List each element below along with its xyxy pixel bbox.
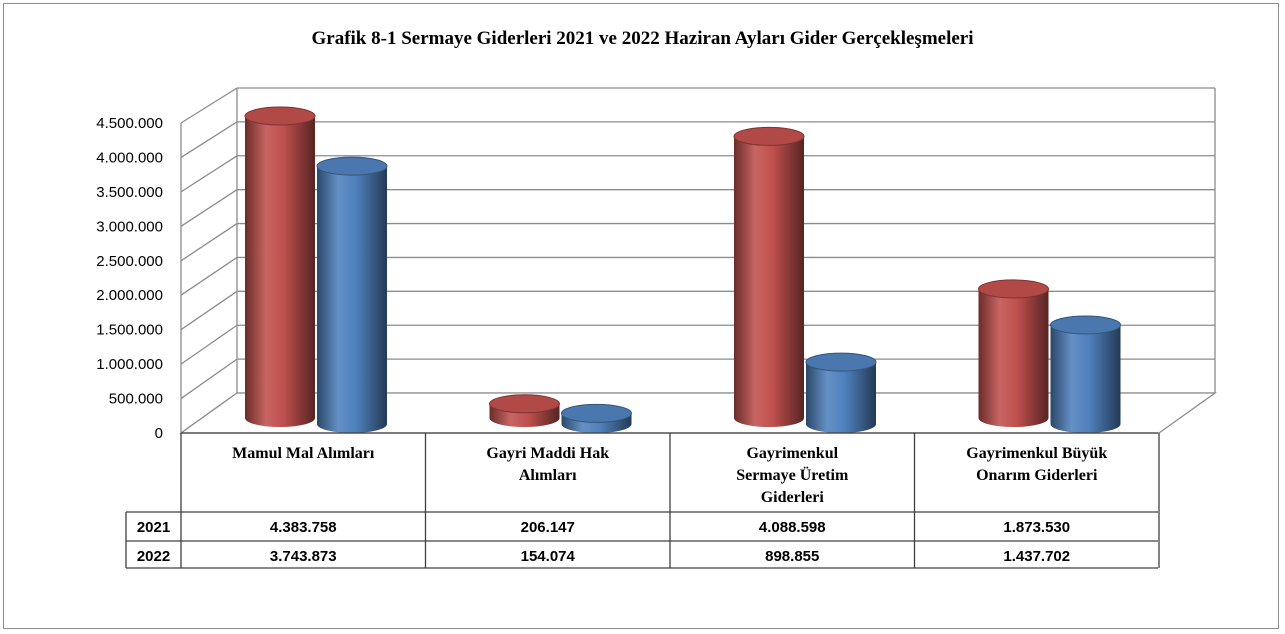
bar-2021: [978, 279, 1049, 428]
category-label: Alımları: [519, 467, 577, 484]
chart-frame: [3, 3, 1279, 629]
table-cell: 154.074: [521, 548, 576, 565]
table-cell: 206.147: [521, 519, 575, 536]
gridline-side: [180, 87, 238, 124]
gridline-side: [180, 358, 238, 400]
data-table: Mamul Mal Alımları Gayri Maddi Hak Alımlar…: [125, 432, 1160, 569]
bar-body: [806, 362, 876, 433]
gridline-side: [180, 223, 238, 262]
category-label: Gayrimenkul Büyük: [966, 445, 1107, 462]
gridline-side: [180, 155, 238, 193]
y-tick-label: 1.500.000: [96, 322, 163, 339]
bar-top: [244, 106, 316, 126]
category-label: Onarım Giderleri: [976, 467, 1098, 484]
grid: 0 500.000 1.000.000 1.500.000 2.000.000 2.500…: [96, 87, 1218, 442]
bar-top: [733, 126, 805, 146]
bar-body: [978, 288, 1049, 428]
bar-body: [245, 116, 315, 427]
bar-top: [489, 394, 560, 414]
bar-top: [561, 403, 632, 423]
y-tick-label: 1.000.000: [96, 356, 163, 373]
category-label: Giderleri: [761, 489, 825, 506]
table-cell: 1.437.702: [1003, 548, 1070, 565]
bar-2022: [1050, 315, 1121, 433]
y-tick-label: 3.000.000: [96, 218, 163, 235]
bar-2021: [733, 126, 805, 427]
bars: [244, 106, 1121, 433]
category-label: Mamul Mal Alımları: [232, 445, 375, 462]
category-label: Sermaye Üretim: [736, 466, 849, 484]
bar-2021: [489, 394, 560, 428]
row-header-2022: 2022: [137, 548, 170, 565]
table-cell: 4.383.758: [270, 519, 337, 536]
y-tick-label: 4.500.000: [96, 115, 163, 132]
y-tick-label: 3.500.000: [96, 184, 163, 201]
bar-2021: [244, 106, 316, 427]
bar-top: [978, 279, 1049, 299]
bar-top: [805, 352, 877, 372]
table-cell: 898.855: [765, 548, 819, 565]
bar-2022: [316, 156, 388, 433]
bar-2022: [805, 352, 877, 433]
gridline-side: [180, 121, 238, 158]
y-tick-label: 2.000.000: [96, 287, 163, 304]
category-label: Gayri Maddi Hak: [486, 445, 609, 462]
row-header-2021: 2021: [137, 519, 170, 536]
bar-body: [317, 166, 387, 433]
gridline-side: [180, 290, 238, 331]
gridline-side: [180, 256, 238, 296]
bar-2022: [561, 403, 632, 433]
y-tick-label: 2.500.000: [96, 253, 163, 270]
gridline-side: [180, 189, 238, 227]
table-cell: 1.873.530: [1003, 519, 1070, 536]
y-tick-label: 4.000.000: [96, 149, 163, 166]
chart-title: Grafik 8-1 Sermaye Giderleri 2021 ve 202…: [311, 28, 974, 49]
bar-top: [1050, 315, 1121, 335]
bar-top: [316, 156, 388, 176]
y-tick-label: 500.000: [109, 391, 163, 408]
y-tick-label: 0: [155, 425, 163, 442]
bar-body: [734, 136, 804, 427]
table-cell: 3.743.873: [270, 548, 337, 565]
bar-body: [1050, 324, 1121, 433]
table-cell: 4.088.598: [759, 519, 826, 536]
category-label: Gayrimenkul: [746, 445, 838, 462]
gridline-side: [180, 324, 238, 365]
